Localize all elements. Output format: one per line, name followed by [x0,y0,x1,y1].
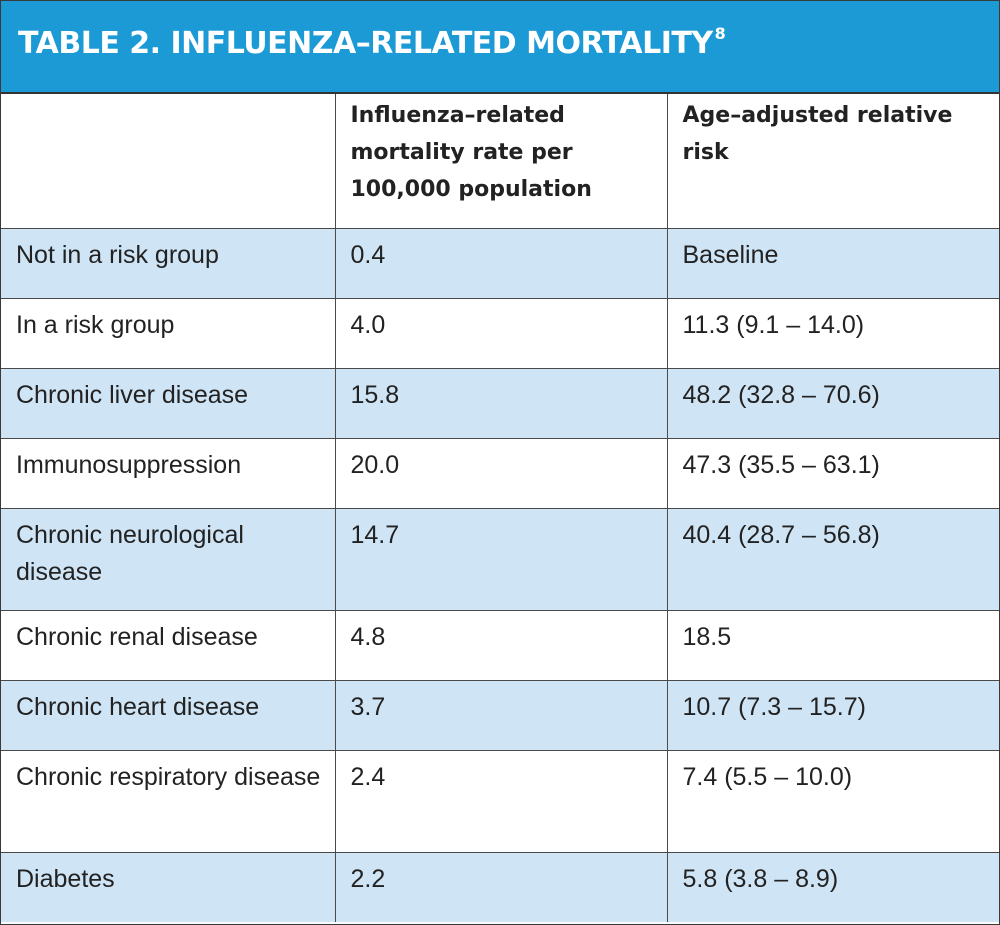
cell-group: Chronic liver disease [1,367,336,439]
cell-rate: 4.8 [334,609,668,681]
table-title: TABLE 2. INFLUENZA–RELATED MORTALITY 8 [18,24,726,61]
cell-group: Chronic respiratory disease [1,749,336,853]
table-row: Chronic respiratory disease 2.4 7.4 (5.5… [1,749,999,853]
table-row: Not in a risk group 0.4 Baseline [1,228,999,299]
table-row: Chronic heart disease 3.7 10.7 (7.3 – 15… [1,679,999,751]
cell-risk: 10.7 (7.3 – 15.7) [666,679,999,751]
cell-rate: 0.4 [334,228,668,299]
table-row: Chronic liver disease 15.8 48.2 (32.8 – … [1,367,999,439]
footnote-marker: 8 [714,24,726,43]
title-bar: TABLE 2. INFLUENZA–RELATED MORTALITY 8 [1,1,999,94]
cell-rate: 4.0 [334,297,668,369]
cell-group: Chronic heart disease [1,679,336,751]
cell-rate: 20.0 [334,437,668,509]
cell-group: Not in a risk group [1,228,336,299]
header-row: Influenza–related mortality rate per 100… [1,94,999,229]
header-cell-group [1,94,336,229]
cell-risk: 48.2 (32.8 – 70.6) [666,367,999,439]
cell-risk: 7.4 (5.5 – 10.0) [666,749,999,853]
table-row: In a risk group 4.0 11.3 (9.1 – 14.0) [1,297,999,369]
cell-rate: 3.7 [334,679,668,751]
cell-group: In a risk group [1,297,336,369]
table-row: Chronic neurological disease 14.7 40.4 (… [1,507,999,611]
cell-risk: 18.5 [666,609,999,681]
cell-group: Immunosuppression [1,437,336,509]
cell-risk: 40.4 (28.7 – 56.8) [666,507,999,611]
cell-risk: 5.8 (3.8 – 8.9) [666,851,999,922]
cell-group: Chronic neurological disease [1,507,336,611]
cell-risk: 11.3 (9.1 – 14.0) [666,297,999,369]
table-title-text: TABLE 2. INFLUENZA–RELATED MORTALITY [18,26,713,61]
cell-group: Diabetes [1,851,336,922]
mortality-table: Influenza–related mortality rate per 100… [1,94,999,922]
cell-group: Chronic renal disease [1,609,336,681]
table-row: Immunosuppression 20.0 47.3 (35.5 – 63.1… [1,437,999,509]
header-cell-rate: Influenza–related mortality rate per 100… [334,94,668,229]
header-cell-risk: Age–adjusted relative risk [666,94,999,229]
cell-rate: 2.4 [334,749,668,853]
cell-risk: 47.3 (35.5 – 63.1) [666,437,999,509]
cell-rate: 2.2 [334,851,668,922]
table-row: Chronic renal disease 4.8 18.5 [1,609,999,681]
table-row: Diabetes 2.2 5.8 (3.8 – 8.9) [1,851,999,922]
cell-rate: 14.7 [334,507,668,611]
cell-risk: Baseline [666,228,999,299]
cell-rate: 15.8 [334,367,668,439]
